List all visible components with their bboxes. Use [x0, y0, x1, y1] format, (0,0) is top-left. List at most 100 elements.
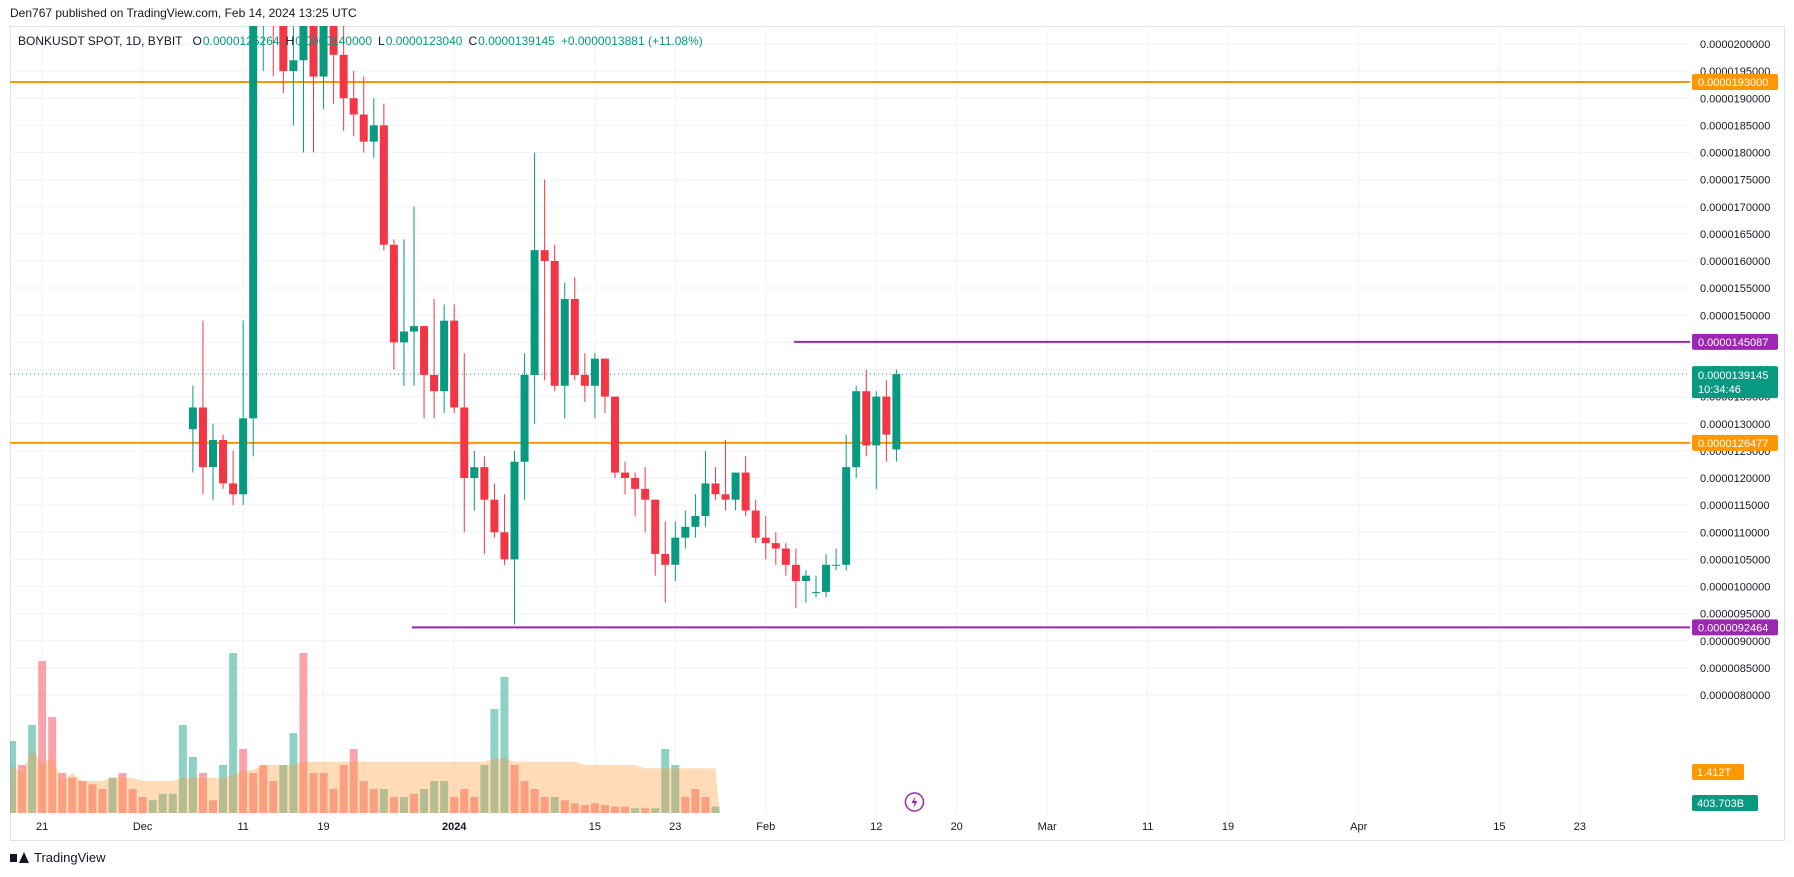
volume-bar — [128, 789, 137, 813]
time-tick-label: Dec — [133, 821, 153, 833]
price-tick-label: 0.0000130000 — [1700, 419, 1770, 431]
candle-body — [229, 483, 238, 495]
volume-bar — [269, 781, 278, 813]
volume-bar — [138, 797, 147, 813]
price-tick-label: 0.0000100000 — [1700, 582, 1770, 594]
candle-body — [420, 326, 429, 375]
candle-body — [711, 483, 720, 495]
candle-body — [691, 515, 700, 527]
volume-bar — [339, 765, 348, 813]
candle-body — [801, 575, 810, 582]
price-tick-label: 0.0000160000 — [1700, 256, 1770, 268]
candle-body — [309, 26, 318, 77]
volume-bar — [540, 797, 549, 813]
price-tick-label: 0.0000165000 — [1700, 229, 1770, 241]
volume-bar — [48, 717, 57, 813]
price-tick-label: 0.0000185000 — [1700, 120, 1770, 132]
candle-body — [791, 564, 800, 582]
price-tick-label: 0.0000190000 — [1700, 93, 1770, 105]
volume-bar — [58, 773, 67, 813]
candle-body — [520, 374, 529, 462]
candle-body — [460, 407, 469, 478]
level-price-label-bg — [1692, 619, 1778, 636]
candle-body — [721, 494, 730, 500]
price-tick-label: 0.0000085000 — [1700, 663, 1770, 675]
volume-bar — [430, 781, 439, 813]
candle-body — [209, 440, 217, 468]
symbol-label: BONKUSDT SPOT, 1D, BYBIT — [18, 34, 183, 48]
candle-body — [671, 537, 680, 565]
time-tick-label: 19 — [317, 821, 329, 833]
volume-bar — [510, 765, 519, 813]
candle-body — [279, 26, 288, 72]
candle-body — [369, 125, 378, 142]
volume-bar — [410, 793, 418, 813]
candle-body — [389, 244, 398, 343]
volume-bar — [68, 777, 77, 813]
change-value: +0.0000013881 (+11.08%) — [560, 34, 703, 48]
volume-ma-area — [10, 749, 720, 813]
volume-bar — [18, 765, 27, 813]
candle-body — [580, 374, 589, 386]
candle-body — [661, 553, 670, 565]
volume-label: 1.412T — [1697, 767, 1732, 779]
volume-bar — [38, 661, 47, 813]
plot-area — [10, 26, 1690, 813]
candle-body — [329, 26, 338, 55]
volume-bar — [520, 781, 529, 813]
candle-body — [651, 499, 660, 554]
volume-bar — [319, 773, 328, 813]
candle-body — [751, 510, 760, 538]
time-tick-label: 19 — [1222, 821, 1234, 833]
close-value: 0.0000139145 — [478, 34, 555, 48]
volume-bar — [580, 805, 589, 813]
time-tick-label: 23 — [1574, 821, 1586, 833]
level-price-label: 0.0000092464 — [1698, 622, 1768, 634]
volume-bar — [329, 789, 338, 813]
time-tick-label: 21 — [36, 821, 48, 833]
price-tick-label: 0.0000120000 — [1700, 473, 1770, 485]
candle-body — [701, 483, 710, 516]
volume-bar — [480, 765, 489, 813]
volume-bar — [389, 797, 398, 813]
volume-bar — [289, 733, 298, 813]
candle-body — [510, 461, 519, 560]
candle-body — [188, 407, 197, 430]
candle-body — [611, 396, 619, 473]
volume-bar — [219, 765, 228, 813]
candle-body — [379, 125, 388, 245]
level-price-label: 0.0000145087 — [1698, 337, 1768, 349]
volume-bar — [500, 677, 509, 813]
candle-body — [590, 358, 599, 386]
time-tick-label: 23 — [669, 821, 681, 833]
price-tick-label: 0.0000090000 — [1700, 636, 1770, 648]
candle-body — [430, 374, 439, 392]
volume-bar — [530, 789, 539, 813]
volume-bar — [299, 653, 308, 813]
volume-bar — [490, 709, 499, 813]
countdown-label: 10:34:46 — [1698, 384, 1741, 396]
volume-bar — [621, 806, 630, 813]
brand-label[interactable]: TradingView — [34, 850, 106, 865]
candle-body — [862, 391, 871, 446]
candle-body — [410, 326, 418, 332]
candle-body — [822, 564, 831, 592]
time-tick-label: Mar — [1038, 821, 1057, 833]
volume-bar — [209, 800, 217, 813]
volume-bar — [671, 765, 680, 813]
candle-body — [681, 526, 690, 538]
candle-body — [319, 26, 328, 77]
volume-bar — [249, 773, 258, 813]
candle-body — [470, 467, 479, 478]
candle-body — [631, 478, 640, 489]
candle-body — [339, 54, 348, 99]
candle-body — [219, 440, 228, 484]
volume-bar — [550, 797, 559, 813]
candle-body — [872, 396, 881, 446]
candle-body — [239, 418, 248, 495]
price-tick-label: 0.0000175000 — [1700, 175, 1770, 187]
volume-bar — [379, 789, 388, 813]
volume-bar — [239, 749, 248, 813]
candle-body — [600, 358, 609, 397]
